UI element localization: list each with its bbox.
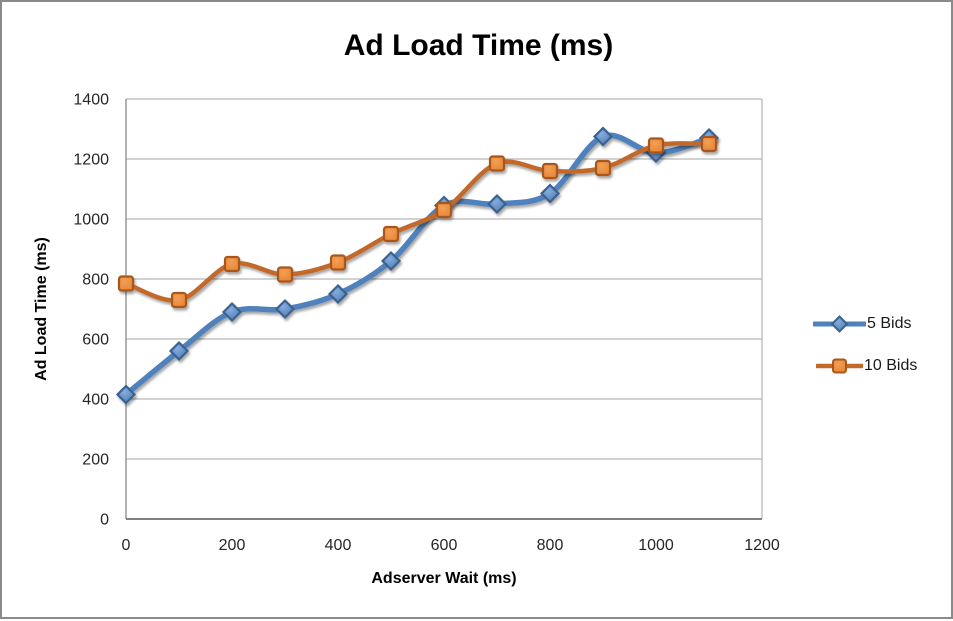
series-5-bids: [115, 126, 720, 405]
marker-10-bids-x400: [329, 254, 347, 271]
x-axis-title: Adserver Wait (ms): [371, 570, 517, 587]
marker-10-bids-x800: [541, 162, 559, 180]
chart-title: Ad Load Time (ms): [343, 29, 614, 62]
marker-10-bids-x500: [382, 225, 400, 243]
legend-label: 5 Bids: [867, 315, 912, 332]
series-10-bids: [117, 135, 718, 309]
marker-5-bids-x900: [592, 126, 614, 147]
legend-label: 10 Bids: [864, 357, 918, 374]
marker-10-bids-x0: [117, 275, 135, 292]
y-tick-label-400: 400: [82, 392, 109, 409]
marker-5-bids-x200: [221, 301, 243, 323]
x-tick-label-200: 200: [219, 537, 246, 554]
y-tick-label-1400: 1400: [73, 92, 109, 109]
legend-entry-5-bids: 5 Bids: [813, 314, 911, 334]
marker-5-bids-x700: [486, 193, 508, 215]
marker-5-bids-x500: [380, 250, 402, 272]
marker-5-bids-x400: [327, 283, 349, 305]
marker-5-bids-x100: [168, 340, 190, 362]
marker-10-bids-x300: [276, 266, 294, 283]
legend-entry-10-bids: 10 Bids: [816, 356, 917, 376]
y-tick-label-1200: 1200: [73, 152, 109, 169]
marker-10-bids-x200: [223, 255, 241, 273]
x-tick-label-1200: 1200: [744, 537, 780, 554]
marker-10-bids-x900: [594, 159, 612, 177]
marker-10-bids-x600: [435, 201, 453, 219]
marker-10-bids-x1000: [647, 137, 665, 154]
marker-10-bids-x100: [170, 291, 188, 309]
marker-5-bids-x300: [274, 298, 296, 320]
series-line-10-bids: [123, 141, 712, 303]
x-tick-label-400: 400: [325, 537, 352, 554]
y-tick-label-1000: 1000: [73, 212, 109, 229]
legend-marker-10-bids-square-icon: [816, 358, 863, 374]
x-tick-label-1000: 1000: [638, 537, 674, 554]
x-tick-label-600: 600: [431, 537, 458, 554]
marker-10-bids-x1100: [700, 135, 718, 153]
series-line-5-bids: [123, 132, 712, 398]
y-tick-label-600: 600: [82, 332, 109, 349]
x-tick-label-800: 800: [537, 537, 564, 554]
y-tick-label-200: 200: [82, 452, 109, 469]
y-tick-label-800: 800: [82, 272, 109, 289]
marker-5-bids-x0: [115, 384, 137, 405]
marker-10-bids-x700: [488, 155, 506, 172]
marker-5-bids-x800: [539, 183, 561, 204]
x-tick-label-0: 0: [122, 537, 131, 554]
y-tick-label-0: 0: [100, 512, 109, 529]
legend-marker-5-bids-diamond-icon: [813, 315, 866, 333]
